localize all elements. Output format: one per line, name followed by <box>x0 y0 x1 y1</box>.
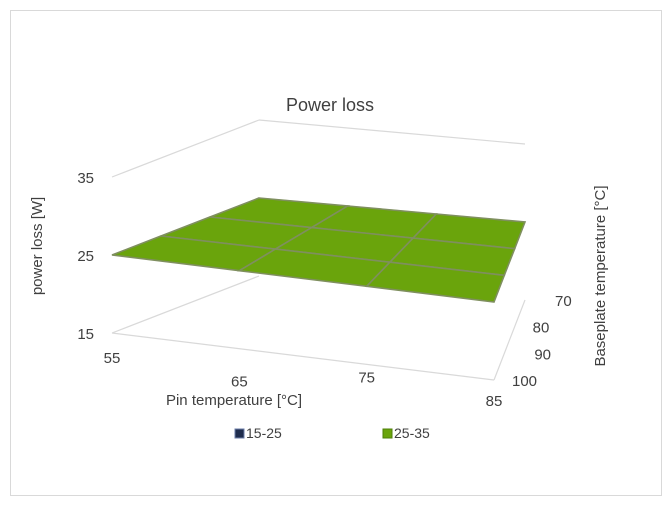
y-axis-label: Baseplate temperature [°C] <box>592 185 609 366</box>
floor-front-edge <box>111 332 495 381</box>
surface-plot <box>111 197 527 303</box>
y-tick-label: 100 <box>512 373 537 390</box>
y-tick-label: 90 <box>534 346 551 363</box>
legend-label-25-35: 25-35 <box>394 425 430 441</box>
back-wall-gridline-left <box>111 119 260 178</box>
x-tick-label: 65 <box>231 374 248 391</box>
y-axis-tick-labels: 70 80 90 100 <box>512 293 572 390</box>
z-axis-tick-labels: 15 25 35 <box>77 170 94 343</box>
floor-gridlines <box>111 275 526 381</box>
z-tick-label: 25 <box>77 248 94 265</box>
z-axis-label: power loss [W] <box>29 197 46 295</box>
chart-title: Power loss <box>286 95 374 115</box>
legend-swatch-25-35 <box>382 428 393 439</box>
y-tick-label: 80 <box>533 320 550 337</box>
back-wall-gridline-back <box>258 119 526 145</box>
legend: 15-25 25-35 <box>234 425 430 441</box>
x-tick-label: 85 <box>486 393 503 410</box>
floor-right-edge <box>493 299 526 381</box>
surface-cell <box>365 261 506 303</box>
x-tick-label: 75 <box>358 369 375 386</box>
legend-swatch-15-25 <box>234 428 245 439</box>
x-tick-label: 55 <box>104 350 121 367</box>
floor-left-edge <box>111 275 260 334</box>
z-tick-label: 15 <box>77 326 94 343</box>
x-axis-tick-labels: 55 65 75 85 <box>104 350 503 410</box>
x-axis-label: Pin temperature [°C] <box>166 392 302 409</box>
legend-label-15-25: 15-25 <box>246 425 282 441</box>
y-tick-label: 70 <box>555 293 572 310</box>
z-tick-label: 35 <box>77 170 94 187</box>
